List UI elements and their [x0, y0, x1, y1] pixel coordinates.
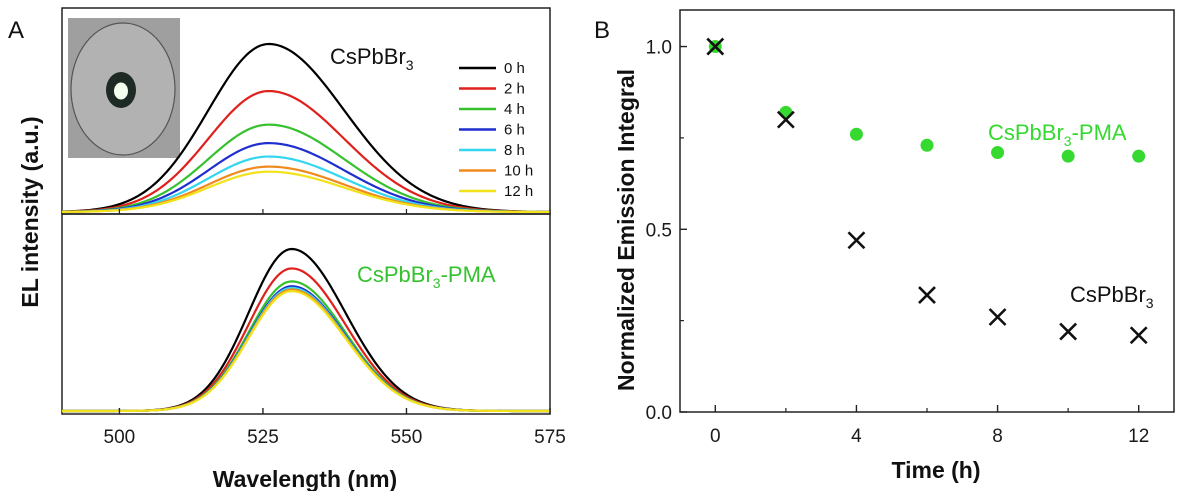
point-cspbbr3-8h	[988, 308, 1007, 326]
b-y-tick-label-0-0: 0.0	[646, 403, 672, 424]
b-x-tick-label-0: 0	[710, 426, 721, 447]
legend-label-4-h: 4 h	[504, 101, 525, 118]
top-spectrum-0-h	[61, 42, 551, 213]
point-cspbbr3-pma-10h	[1061, 149, 1075, 163]
point-cspbbr3-2h	[776, 110, 795, 129]
b-x-tick-label-12: 12	[1128, 426, 1149, 447]
bottom-spectrum-4-h	[62, 280, 550, 413]
top-spectra	[61, 42, 551, 214]
panel-a-x-title: Wavelength (nm)	[213, 466, 397, 491]
pma-series-label: CsPbBr3-PMA	[988, 120, 1127, 149]
point-cspbbr3-12h	[1129, 326, 1148, 345]
panel-b: B 0 4 8 12 0.0 0.5 1.0 CsPbBr3-PMA CsPbBr3 Tim…	[594, 9, 1175, 483]
panel-a-label: A	[8, 17, 24, 44]
legend-label-8-h: 8 h	[504, 142, 525, 159]
panel-b-axes: 0 4 8 12 0.0 0.5 1.0	[646, 38, 1150, 447]
legend-label-6-h: 6 h	[504, 122, 525, 139]
bottom-spectrum-10-h	[62, 288, 550, 413]
panel-a-bottom-frame	[61, 213, 551, 415]
bottom-spectrum-6-h	[62, 285, 550, 413]
point-cspbbr3-pma-6h	[920, 138, 934, 152]
inset-emission-spot	[114, 82, 128, 100]
point-cspbbr3-4h	[847, 231, 866, 250]
x-tick-label-550: 550	[391, 427, 423, 448]
cspbbr3-series-label: CsPbBr3	[1070, 282, 1154, 311]
panel-b-label: B	[594, 17, 610, 44]
bottom-spectra	[62, 247, 550, 413]
point-cspbbr3-10h	[1059, 322, 1078, 341]
top-sample-label: CsPbBr3	[330, 44, 414, 73]
bottom-spectrum-12-h	[62, 290, 550, 413]
legend: 0 h 2 h 4 h 6 h 8 h 10 h 12 h	[459, 60, 533, 200]
b-x-tick-label-4: 4	[851, 426, 862, 447]
point-cspbbr3-0h	[706, 37, 725, 56]
panel-b-y-title: Normalized Emission Integral	[613, 69, 639, 391]
bottom-spectrum-8-h	[62, 286, 550, 413]
legend-label-10-h: 10 h	[504, 163, 533, 180]
panel-b-x-title: Time (h)	[891, 457, 980, 483]
panel-b-frame	[679, 9, 1175, 413]
point-cspbbr3-6h	[918, 286, 936, 304]
x-tick-label-500: 500	[104, 427, 136, 448]
legend-label-0-h: 0 h	[504, 60, 525, 77]
panel-a-x-axis: 500 525 550 575	[104, 209, 566, 448]
panel-a: A CsPbBr3 CsPbBr3-PMA 0 h 2 h 4 h 6 h 8 h 10 …	[8, 7, 566, 491]
point-cspbbr3-pma-12h	[1132, 149, 1146, 163]
panel-a-y-title: EL intensity (a.u.)	[17, 116, 43, 307]
point-cspbbr3-pma-8h	[991, 146, 1005, 160]
b-y-tick-label-0-5: 0.5	[646, 220, 672, 241]
legend-label-2-h: 2 h	[504, 81, 525, 98]
b-x-tick-label-8: 8	[992, 426, 1003, 447]
inset-photo	[68, 18, 180, 158]
x-tick-label-575: 575	[534, 427, 566, 448]
top-spectrum-12-h	[61, 170, 550, 214]
x-tick-label-525: 525	[247, 427, 279, 448]
legend-label-12-h: 12 h	[504, 183, 533, 200]
b-y-tick-label-1-0: 1.0	[646, 38, 672, 59]
bottom-sample-label: CsPbBr3-PMA	[357, 262, 496, 291]
panel-b-points	[706, 37, 1148, 345]
point-cspbbr3-pma-4h	[849, 127, 863, 141]
